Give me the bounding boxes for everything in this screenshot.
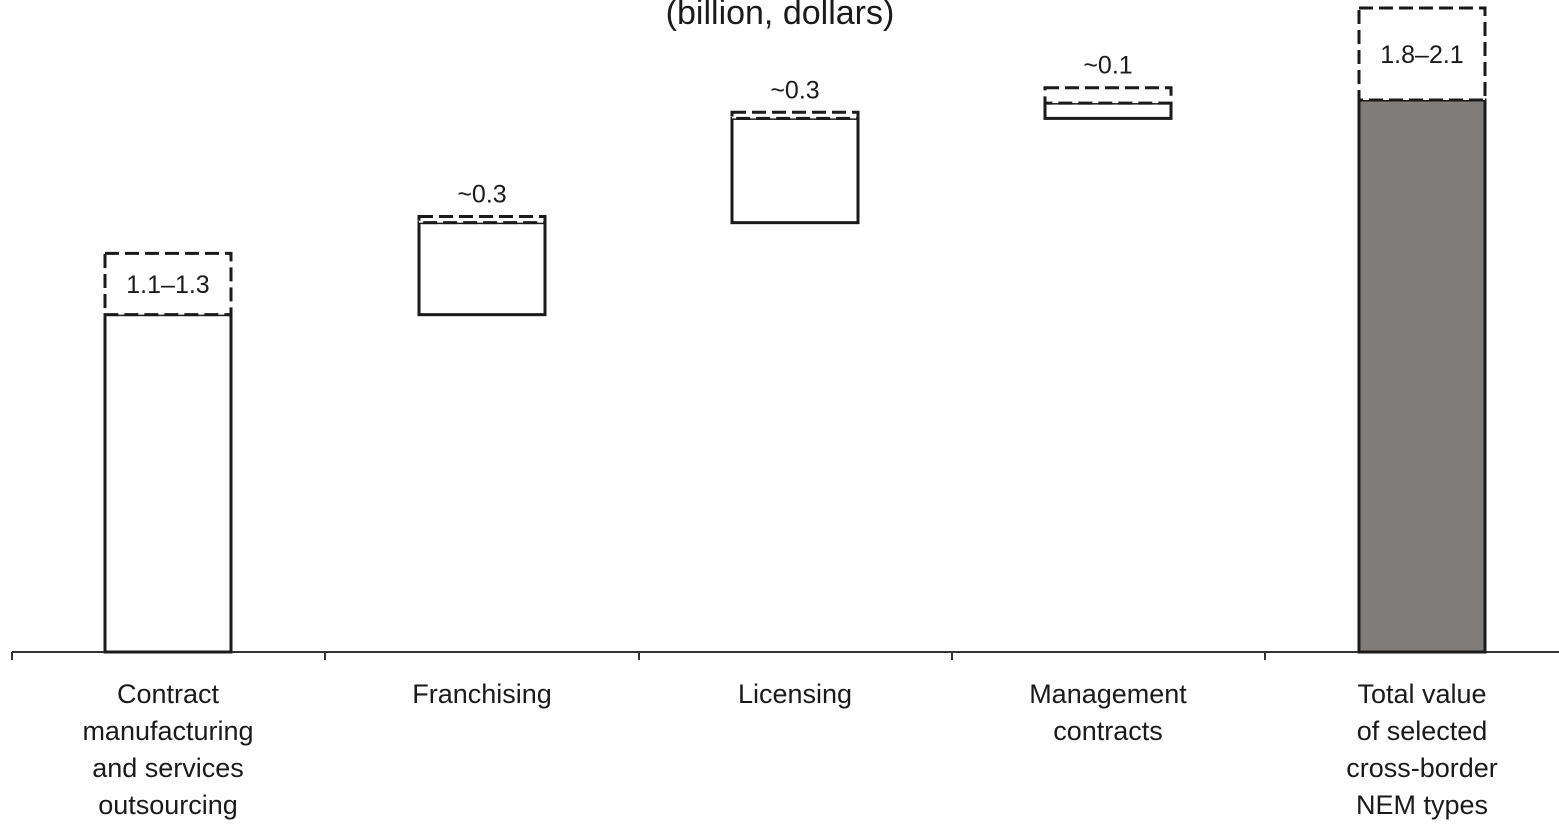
bars: 1.1–1.3 ~0.3 ~0.3 ~0.1 1.8–2.1 xyxy=(103,6,1487,654)
data-label-4: 1.8–2.1 xyxy=(1380,41,1463,69)
category-label-0-line-0: Contract xyxy=(116,679,220,709)
category-label-0-line-2: and services xyxy=(92,753,244,783)
bar-2 xyxy=(730,116,860,225)
bar-range-3 xyxy=(1043,86,1173,105)
bar-4 xyxy=(1357,98,1487,654)
data-label-2: ~0.3 xyxy=(770,76,819,104)
bar-1 xyxy=(417,221,547,317)
category-label-4-line-3: NEM types xyxy=(1355,790,1489,820)
x-axis-ticks xyxy=(11,652,1266,660)
bar-range-4 xyxy=(1357,6,1487,102)
category-label-4: Total value of selected cross-border NEM ty… xyxy=(1292,676,1552,824)
category-label-3-line-1: contracts xyxy=(1053,716,1163,746)
bar-range-2 xyxy=(730,110,860,120)
bar-0 xyxy=(103,313,233,654)
category-label-2-line-0: Licensing xyxy=(737,679,853,709)
category-label-4-line-1: of selected xyxy=(1356,716,1488,746)
category-label-3-line-0: Management xyxy=(1029,679,1187,709)
category-label-4-line-2: cross-border xyxy=(1346,753,1498,783)
category-label-1: Franchising xyxy=(352,676,612,713)
category-label-0: Contract manufacturing and services outsour… xyxy=(38,676,298,824)
category-label-0-line-1: manufacturing xyxy=(82,716,254,746)
data-label-0: 1.1–1.3 xyxy=(126,271,209,299)
category-label-0-line-3: outsourcing xyxy=(98,790,238,820)
bar-3 xyxy=(1043,101,1173,120)
category-label-2: Licensing xyxy=(665,676,925,713)
category-label-3: Management contracts xyxy=(978,676,1238,750)
data-label-1: ~0.3 xyxy=(457,181,506,209)
bar-range-1 xyxy=(417,215,547,225)
category-label-1-line-0: Franchising xyxy=(412,679,552,709)
category-label-4-line-0: Total value xyxy=(1357,679,1487,709)
chart-subtitle: (billion, dollars) xyxy=(666,0,895,32)
bar-range-0 xyxy=(103,251,233,317)
data-label-3: ~0.1 xyxy=(1083,52,1132,80)
